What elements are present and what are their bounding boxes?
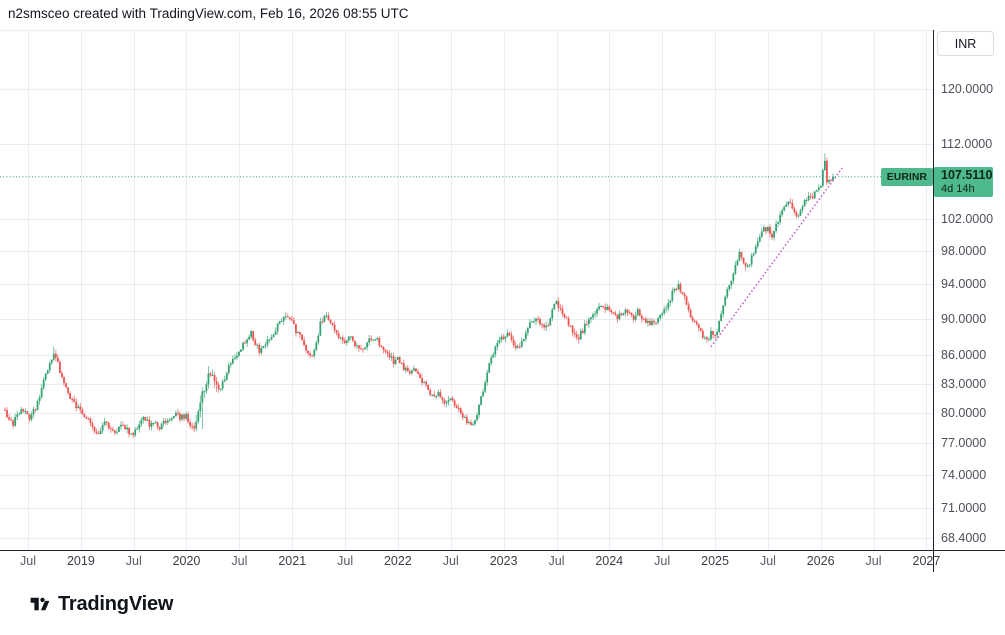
time-tick-label: 2021 [278, 554, 307, 568]
price-tick-label: 86.0000 [941, 348, 987, 363]
time-tick-label: Jul [865, 554, 882, 568]
time-tick-label: 2024 [595, 554, 624, 568]
time-tick-label: 2026 [806, 554, 835, 568]
time-tick-label: Jul [548, 554, 565, 568]
chart-attribution-title: n2smsceo created with TradingView.com, F… [8, 6, 409, 21]
price-tick-label: 102.0000 [941, 211, 994, 226]
last-price-axis-label: 107.5110 4d 14h [934, 167, 993, 197]
time-tick-label: Jul [231, 554, 248, 568]
candlestick-chart [0, 30, 1005, 572]
price-tick-label: 80.0000 [941, 405, 987, 420]
time-tick-label: 2023 [489, 554, 518, 568]
price-tick-label: 90.0000 [941, 311, 987, 326]
tradingview-logo[interactable]: TradingView [30, 590, 173, 618]
price-tick-label: 94.0000 [941, 277, 987, 292]
time-tick-label: 2020 [172, 554, 201, 568]
price-tick-label: 98.0000 [941, 243, 987, 258]
currency-button[interactable]: INR [937, 31, 994, 56]
time-tick-label: Jul [442, 554, 459, 568]
time-tick-label: Jul [337, 554, 354, 568]
time-tick-label: Jul [654, 554, 671, 568]
last-price-value: 107.5110 [941, 168, 993, 182]
price-tick-label: 112.0000 [941, 137, 993, 152]
time-tick-label: 2019 [66, 554, 95, 568]
price-tick-label: 74.0000 [941, 468, 987, 483]
time-tick-label: 2025 [701, 554, 729, 568]
candle-close-countdown: 4d 14h [941, 183, 975, 195]
symbol-price-tag: EURINR [880, 168, 933, 186]
currency-button-label: INR [954, 36, 977, 51]
price-tick-label: 120.0000 [941, 82, 994, 96]
time-tick-label: Jul [125, 554, 142, 568]
price-tick-label: 83.0000 [941, 376, 987, 391]
price-tick-label: 71.0000 [941, 501, 987, 516]
trendline[interactable] [710, 167, 843, 348]
time-tick-label: 2022 [383, 554, 412, 568]
tradingview-logo-icon [30, 597, 50, 611]
time-tick-label: 2027 [912, 554, 941, 568]
chart-pane[interactable]: 120.0000 112.0000 102.0000 98.0000 94.0000 90… [0, 0, 1005, 580]
tradingview-logo-text: TradingView [58, 592, 174, 615]
price-tick-label: 68.4000 [941, 531, 987, 546]
time-tick-label: Jul [19, 554, 36, 568]
time-tick-label: Jul [759, 554, 776, 568]
price-tick-label: 77.0000 [941, 436, 987, 451]
